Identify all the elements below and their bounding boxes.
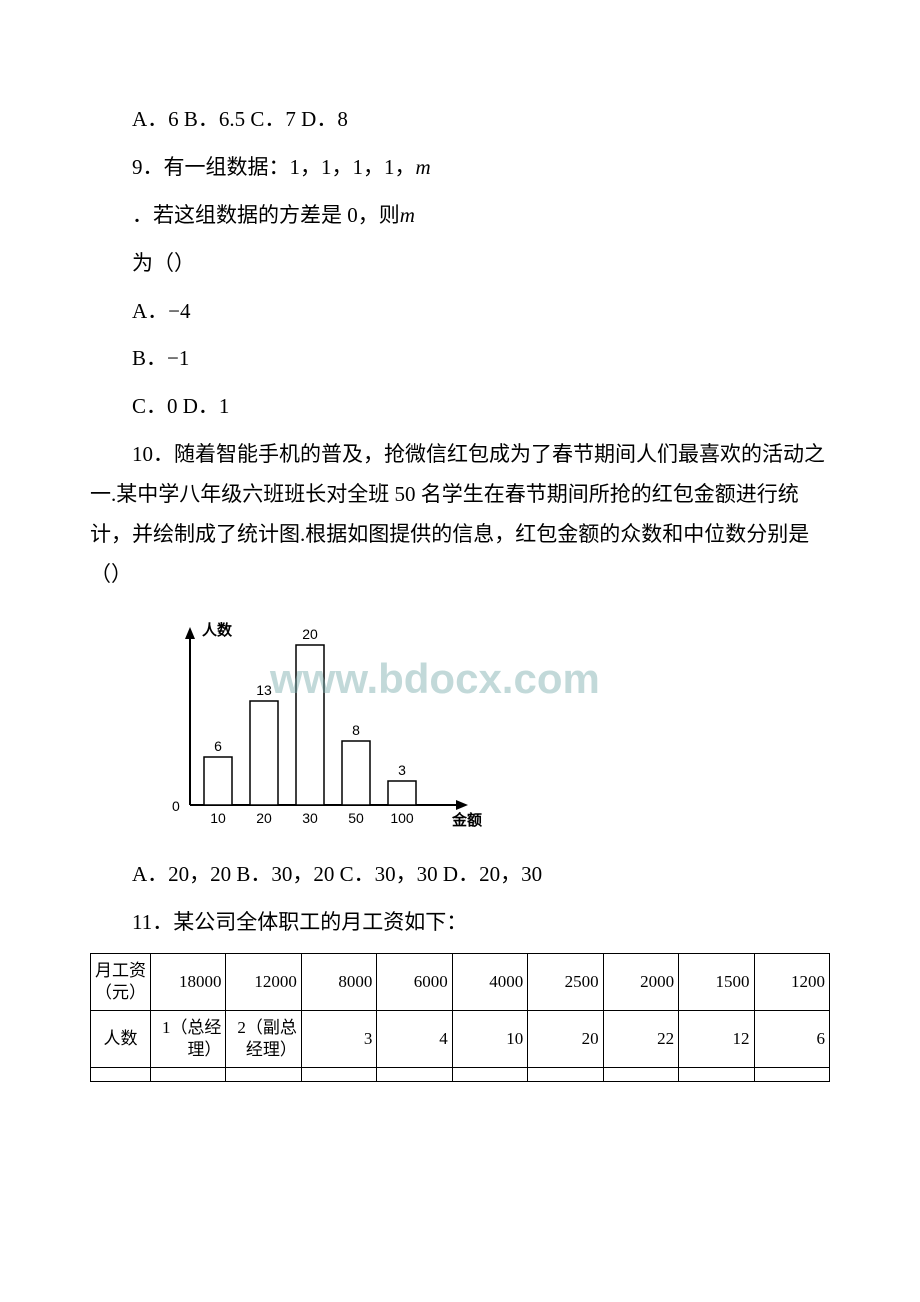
q9-optA-val: −4 — [168, 299, 190, 323]
cell: 10 — [452, 1010, 527, 1067]
q9-var-m-1: m — [416, 155, 431, 179]
cell: 18000 — [151, 953, 226, 1010]
q9-optB-pre: B． — [132, 346, 167, 370]
q11-text: 11．某公司全体职工的月工资如下： — [90, 903, 830, 943]
table-row: 月工资（元） 18000 12000 8000 6000 4000 2500 2… — [91, 953, 830, 1010]
cell: 20 — [528, 1010, 603, 1067]
table-row — [91, 1067, 830, 1081]
row1-header: 月工资（元） — [91, 953, 151, 1010]
cell: 1（总经理） — [151, 1010, 226, 1067]
svg-text:人数: 人数 — [202, 621, 233, 639]
document-page: A．6 B．6.5 C．7 D．8 9．有一组数据：1，1，1，1，m ．若这组… — [0, 0, 920, 1142]
q9-optCD: C．0 D．1 — [90, 387, 830, 427]
q9-optB: B．−1 — [90, 339, 830, 379]
cell: 4000 — [452, 953, 527, 1010]
svg-text:20: 20 — [256, 810, 272, 826]
svg-text:3: 3 — [398, 762, 406, 778]
cell: 4 — [377, 1010, 452, 1067]
cell: 1500 — [679, 953, 754, 1010]
bar-chart: www.bdocx.com 人数金额（元）0610132020308503100 — [150, 615, 490, 835]
cell: 8000 — [301, 953, 376, 1010]
svg-text:20: 20 — [302, 626, 318, 642]
svg-text:金额（元）: 金额（元） — [451, 811, 490, 829]
svg-text:100: 100 — [390, 810, 414, 826]
svg-text:8: 8 — [352, 722, 360, 738]
q9-line3: 为（） — [90, 244, 830, 284]
salary-table: 月工资（元） 18000 12000 8000 6000 4000 2500 2… — [90, 953, 830, 1082]
q9-optB-val: −1 — [167, 346, 189, 370]
svg-text:13: 13 — [256, 682, 272, 698]
svg-text:30: 30 — [302, 810, 318, 826]
svg-text:0: 0 — [172, 798, 180, 814]
table-row: 人数 1（总经理） 2（副总经理） 3 4 10 20 22 12 6 — [91, 1010, 830, 1067]
cell: 12 — [679, 1010, 754, 1067]
q9-line2: ．若这组数据的方差是 0，则m — [90, 196, 830, 236]
svg-text:6: 6 — [214, 738, 222, 754]
cell: 1200 — [754, 953, 830, 1010]
cell: 12000 — [226, 953, 301, 1010]
cell: 2500 — [528, 953, 603, 1010]
q10-text: 10．随着智能手机的普及，抢微信红包成为了春节期间人们最喜欢的活动之一.某中学八… — [90, 435, 830, 595]
q9-optA-pre: A． — [132, 299, 168, 323]
chart-svg: 人数金额（元） 0 6 10 13 20 20 30 8 50 3 100 — [150, 615, 490, 835]
row2-header: 人数 — [91, 1010, 151, 1067]
cell: 22 — [603, 1010, 678, 1067]
cell: 3 — [301, 1010, 376, 1067]
svg-text:50: 50 — [348, 810, 364, 826]
q9-line1: 9．有一组数据：1，1，1，1，m — [90, 148, 830, 188]
cell: 6 — [754, 1010, 830, 1067]
q9-text-b: ．若这组数据的方差是 0，则 — [132, 203, 400, 227]
q9-var-m-2: m — [400, 203, 415, 227]
q9-optA: A．−4 — [90, 292, 830, 332]
cell: 6000 — [377, 953, 452, 1010]
cell: 2000 — [603, 953, 678, 1010]
svg-text:10: 10 — [210, 810, 226, 826]
q8-options: A．6 B．6.5 C．7 D．8 — [90, 100, 830, 140]
q9-text-a: 9．有一组数据：1，1，1，1， — [132, 155, 416, 179]
cell: 2（副总经理） — [226, 1010, 301, 1067]
q10-options: A．20，20 B．30，20 C．30，30 D．20，30 — [90, 855, 830, 895]
